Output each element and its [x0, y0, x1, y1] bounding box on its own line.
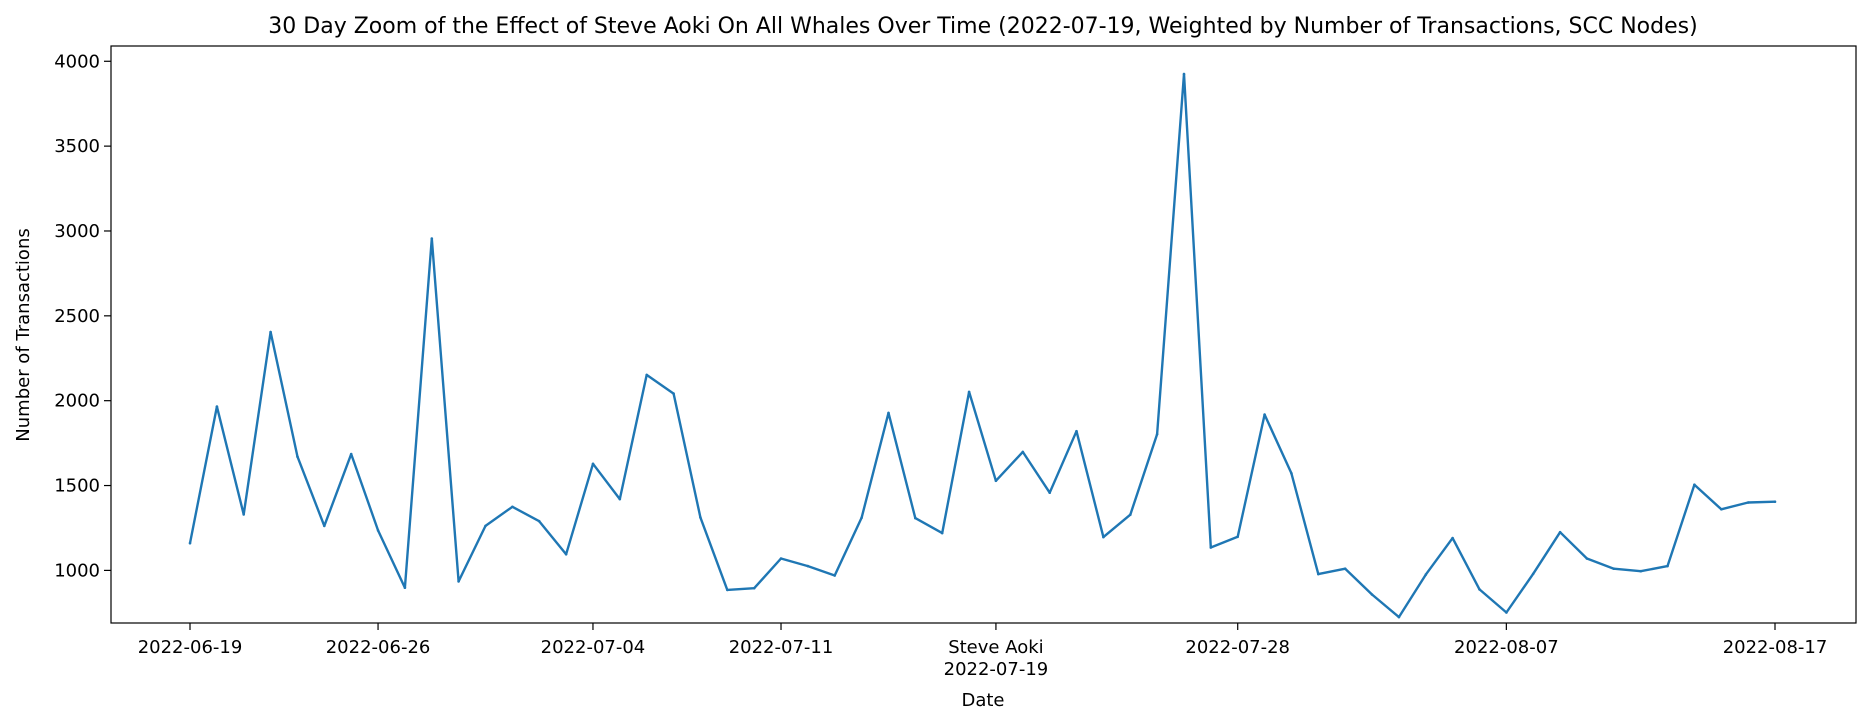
x-tick-label: 2022-06-19	[138, 637, 243, 658]
data-point	[1021, 450, 1025, 454]
y-tick-label: 3500	[54, 136, 100, 157]
data-point	[376, 529, 380, 532]
data-point	[511, 505, 514, 509]
x-tick-label: 2022-08-17	[1723, 637, 1828, 658]
data-point	[1693, 483, 1696, 487]
data-point	[1639, 569, 1642, 573]
data-point	[484, 524, 487, 528]
data-point	[1397, 615, 1401, 619]
data-point	[269, 330, 272, 334]
data-point	[1209, 546, 1213, 549]
data-point	[994, 479, 998, 483]
data-point	[1773, 500, 1777, 504]
x-tick-label: 2022-06-26	[326, 637, 431, 658]
data-point	[672, 392, 675, 395]
data-point	[1478, 588, 1481, 591]
data-point	[1585, 557, 1589, 560]
data-point	[1048, 491, 1051, 495]
data-point	[1263, 413, 1266, 416]
data-point	[833, 574, 836, 577]
data-point	[1505, 611, 1508, 614]
data-point	[403, 586, 407, 589]
y-axis: 1000 1500 2000 2500 3000 3500 4000	[54, 51, 111, 581]
x-tick-label: 2022-07-11	[729, 637, 834, 658]
chart-title: 30 Day Zoom of the Effect of Steve Aoki …	[268, 14, 1697, 39]
data-point	[1612, 567, 1616, 570]
data-point	[860, 516, 863, 520]
data-point	[1451, 536, 1454, 540]
x-tick-label: 2022-07-04	[541, 637, 646, 658]
data-point	[1236, 535, 1239, 539]
y-tick-label: 1500	[54, 476, 100, 497]
data-point	[188, 541, 192, 545]
plot-frame	[110, 45, 1857, 624]
data-point	[1531, 572, 1535, 576]
data-point	[1182, 72, 1186, 76]
y-tick-label: 2000	[54, 391, 100, 412]
data-point	[1424, 573, 1428, 576]
data-point	[887, 411, 890, 415]
data-point	[940, 531, 944, 535]
data-point	[1343, 567, 1347, 570]
data-point	[1075, 429, 1078, 433]
data-point	[726, 588, 729, 592]
y-tick-label: 2500	[54, 306, 100, 327]
data-point	[457, 580, 460, 583]
data-point	[1102, 535, 1105, 539]
data-point	[806, 564, 810, 568]
data-point	[699, 516, 702, 519]
data-point	[430, 237, 434, 240]
data-point	[1317, 572, 1320, 576]
data-point	[1746, 501, 1750, 504]
y-tick-label: 1000	[54, 560, 100, 581]
plot-area	[188, 72, 1777, 619]
data-point	[752, 586, 756, 590]
data-point	[296, 455, 299, 459]
data-point	[1129, 513, 1132, 516]
data-point	[1290, 472, 1293, 475]
data-point	[1720, 508, 1723, 511]
data-point	[1558, 530, 1562, 534]
x-tick-label: 2022-07-28	[1185, 637, 1290, 658]
data-point	[591, 462, 595, 466]
x-tick-label: Steve Aoki 2022-07-19	[944, 637, 1049, 680]
data-point	[242, 513, 245, 516]
y-tick-label: 4000	[54, 51, 100, 72]
series-line	[188, 72, 1776, 619]
x-axis-label: Date	[961, 690, 1004, 711]
x-tick-label: 2022-08-07	[1454, 637, 1559, 658]
data-point	[779, 557, 783, 560]
data-point	[537, 519, 541, 523]
data-point	[645, 373, 648, 377]
data-point	[967, 390, 971, 394]
data-point	[349, 452, 353, 456]
x-axis: 2022-06-19 2022-06-26 2022-07-04 2022-07-11…	[138, 623, 1828, 680]
data-point	[1155, 433, 1159, 436]
data-point	[1666, 564, 1669, 568]
data-point	[618, 497, 622, 501]
data-point	[1370, 593, 1374, 596]
y-axis-label: Number of Transactions	[13, 228, 34, 441]
data-point	[215, 405, 219, 408]
data-point	[564, 553, 568, 556]
data-point	[323, 524, 326, 528]
y-tick-label: 3000	[54, 221, 100, 242]
data-point	[914, 516, 917, 520]
